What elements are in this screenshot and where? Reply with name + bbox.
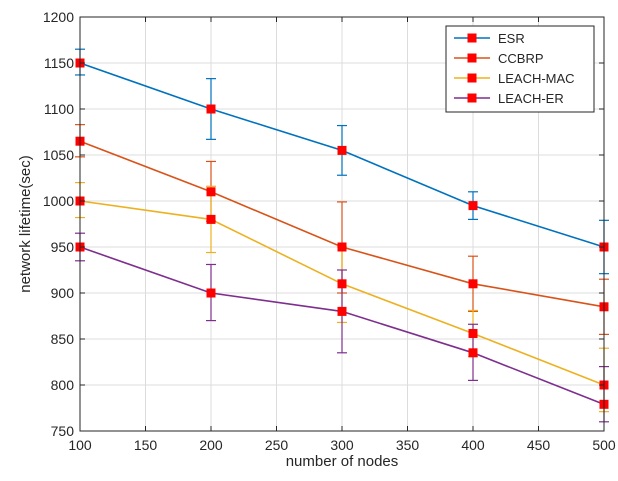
data-point: [206, 104, 216, 114]
data-point: [337, 242, 347, 252]
legend-label: LEACH-MAC: [498, 71, 575, 86]
y-tick-label: 1000: [43, 193, 74, 209]
y-tick-label: 1100: [44, 101, 74, 117]
y-tick-label: 800: [51, 377, 75, 393]
y-axis-ticks: 750 800 850 900 950 1000 1050 1100 1150 1200: [43, 9, 604, 439]
y-tick-label: 1050: [43, 147, 74, 163]
data-point: [337, 279, 347, 289]
legend-marker: [467, 93, 477, 103]
y-tick-label: 850: [51, 331, 75, 347]
legend: ESR CCBRP LEACH-MAC LEACH-ER: [445, 25, 595, 113]
data-point: [468, 328, 478, 338]
x-axis-label: number of nodes: [286, 453, 399, 470]
legend-marker: [467, 53, 477, 63]
x-tick-label: 500: [592, 437, 616, 453]
y-tick-label: 750: [51, 423, 75, 439]
x-axis-ticks: 100 150 200 250 300 350 400 450 500: [68, 17, 616, 453]
y-tick-label: 950: [51, 239, 75, 255]
x-tick-label: 150: [134, 437, 158, 453]
data-point: [468, 201, 478, 211]
data-point: [468, 279, 478, 289]
x-tick-label: 450: [527, 437, 551, 453]
data-point: [468, 348, 478, 358]
legend-label: ESR: [498, 31, 525, 46]
legend-label: LEACH-ER: [498, 91, 564, 106]
x-tick-label: 400: [461, 437, 485, 453]
legend-label: CCBRP: [498, 51, 544, 66]
data-point: [206, 187, 216, 197]
legend-marker: [467, 33, 477, 43]
y-tick-label: 1200: [43, 9, 74, 25]
data-point: [206, 288, 216, 298]
data-point: [337, 145, 347, 155]
x-tick-label: 300: [330, 437, 354, 453]
x-tick-label: 200: [199, 437, 223, 453]
x-tick-label: 100: [68, 437, 92, 453]
y-axis-label: network lifetime(sec): [17, 155, 34, 293]
data-point: [206, 214, 216, 224]
y-tick-label: 900: [51, 285, 75, 301]
data-point: [337, 306, 347, 316]
x-tick-label: 250: [265, 437, 289, 453]
x-tick-label: 350: [396, 437, 420, 453]
y-tick-label: 1150: [44, 55, 74, 71]
legend-marker: [467, 73, 477, 83]
